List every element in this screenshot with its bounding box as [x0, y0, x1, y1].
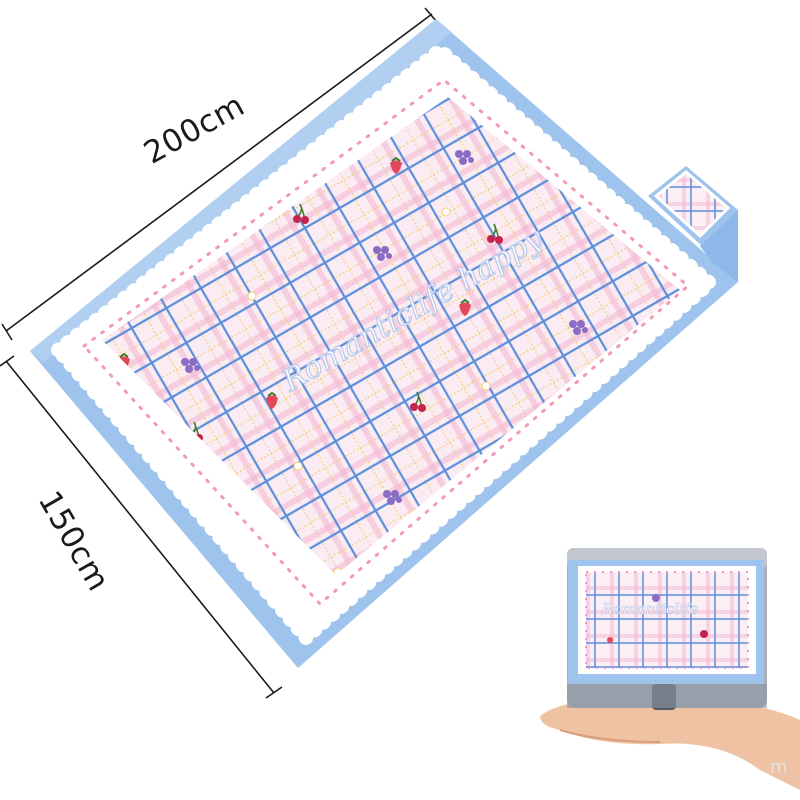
grape-icon [383, 490, 402, 505]
cherry-icon [410, 391, 426, 412]
strawberry-icon [266, 391, 278, 409]
cherry-icon [293, 203, 309, 224]
strawberry-icon [459, 298, 471, 316]
grape-icon [181, 358, 200, 373]
length-dimension-line [1, 7, 438, 341]
width-dimension-line [0, 355, 283, 699]
grape-icon [455, 150, 474, 165]
pouch-brand-text: Romanticlife [601, 600, 699, 618]
watermark-text: m [770, 757, 788, 778]
mat-plaid-field [102, 97, 680, 575]
folded-pouch: Romanticlife [567, 548, 767, 710]
grape-icon [569, 320, 588, 335]
hand [540, 698, 800, 790]
mat-dotted-trim [81, 78, 691, 607]
picnic-mat: Romanticlife happy [30, 19, 738, 668]
storage-flap [648, 166, 738, 282]
cherry-icon [487, 223, 503, 244]
grape-icon [373, 246, 392, 261]
hand-holding-pouch: Romanticlife [540, 548, 800, 790]
strawberry-icon [390, 156, 402, 174]
